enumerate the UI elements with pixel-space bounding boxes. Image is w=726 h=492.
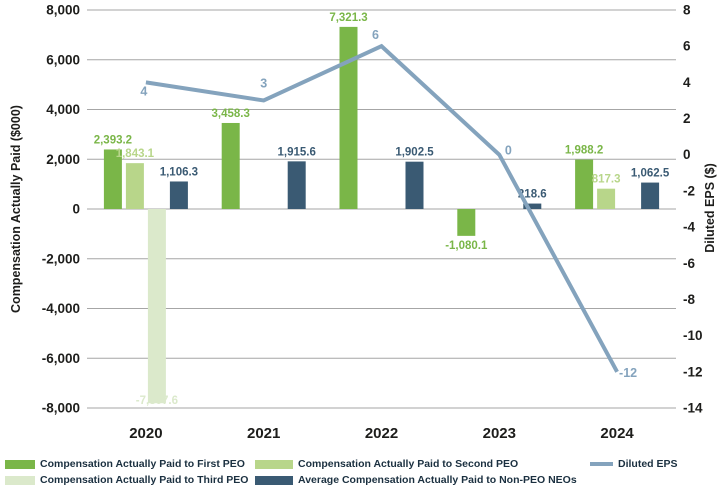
y-axis-left-title: Compensation Actually Paid ($000) — [9, 105, 23, 313]
bar-value-label: -1,080.1 — [445, 240, 488, 252]
bar-value-label: 2,393.2 — [94, 134, 132, 146]
y-axis-right-tick-label: -2 — [683, 183, 695, 198]
x-axis-year-label: 2023 — [483, 425, 516, 442]
y-axis-right-tick-label: -4 — [683, 220, 695, 235]
bar-2022 — [339, 26, 358, 210]
y-axis-right-tick-label: 0 — [683, 147, 691, 162]
bar-value-label: 1,915.6 — [278, 146, 316, 158]
y-axis-right-tick-label: -10 — [683, 328, 703, 343]
y-axis-left-tick-label: 8,000 — [46, 3, 80, 18]
bar-value-label: 817.3 — [592, 174, 621, 186]
y-axis-left-tick-label: 4,000 — [46, 102, 80, 117]
x-axis-year-label: 2022 — [365, 425, 398, 442]
bar-2020 — [169, 181, 188, 209]
y-axis-right-tick-label: -14 — [683, 401, 703, 416]
y-axis-right-tick-label: 8 — [683, 3, 691, 18]
y-axis-right-tick-label: 4 — [683, 75, 691, 90]
y-axis-right-title: Diluted EPS ($) — [703, 163, 717, 253]
bar-value-label: 1,062.5 — [631, 168, 670, 180]
bar-value-label: 1,106.3 — [160, 166, 198, 178]
bar-2024 — [597, 188, 616, 209]
y-axis-left-tick-label: -6,000 — [42, 351, 80, 366]
bar-2024 — [641, 182, 660, 209]
bar-value-label: 1,843.1 — [116, 148, 155, 160]
y-axis-left-tick-label: 2,000 — [46, 152, 80, 167]
bar-2023 — [457, 209, 476, 236]
bar-2022 — [405, 161, 424, 209]
bar-2021 — [221, 122, 240, 209]
eps-point-label: -12 — [619, 366, 637, 380]
bar-2024 — [575, 159, 594, 209]
bar-2023 — [523, 203, 542, 209]
bar-2020 — [147, 209, 166, 404]
bar-value-label: -7,807.6 — [136, 395, 178, 407]
bar-value-label: 3,458.3 — [212, 108, 250, 120]
y-axis-left-tick-label: 0 — [72, 202, 80, 217]
y-axis-left-tick-label: -2,000 — [42, 251, 80, 266]
bar-2020 — [125, 163, 144, 209]
bar-value-label: 1,902.5 — [395, 147, 434, 159]
y-axis-left-tick-label: -8,000 — [42, 401, 80, 416]
y-axis-right-tick-label: 2 — [683, 111, 691, 126]
eps-line — [145, 43, 619, 373]
x-axis-year-label: 2021 — [247, 425, 280, 442]
bar-2021 — [287, 161, 306, 209]
eps-point-label: 0 — [505, 144, 512, 158]
x-axis-year-label: 2020 — [129, 425, 162, 442]
bar-value-label: 7,321.3 — [329, 12, 367, 24]
y-axis-right-tick-label: -12 — [683, 364, 703, 379]
y-axis-left-tick-label: -4,000 — [42, 301, 80, 316]
bar-value-label: 1,988.2 — [565, 145, 603, 157]
bar-value-label: 218.6 — [518, 189, 547, 201]
x-axis-year-label: 2024 — [600, 425, 634, 442]
eps-point-label: 6 — [372, 28, 379, 42]
y-axis-right-tick-label: -6 — [683, 256, 695, 271]
y-axis-right-tick-label: 6 — [683, 39, 691, 54]
bar-2020 — [103, 149, 122, 209]
y-axis-left-tick-label: 6,000 — [46, 52, 80, 67]
eps-point-label: 4 — [140, 84, 147, 98]
eps-point-label: 3 — [260, 76, 267, 90]
y-axis-right-tick-label: -8 — [683, 292, 695, 307]
